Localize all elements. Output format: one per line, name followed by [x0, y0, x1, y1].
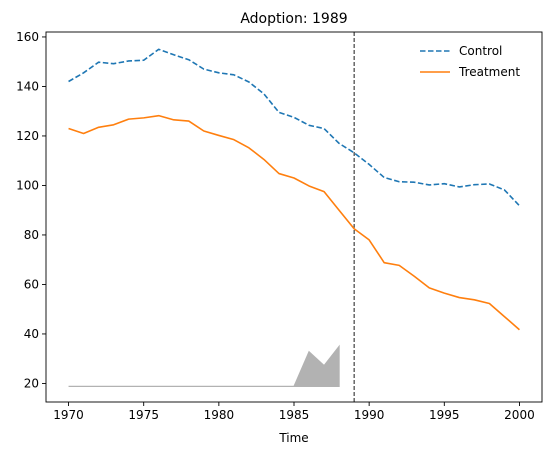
y-tick-label: 20 [24, 376, 39, 390]
x-tick-label: 1990 [354, 408, 385, 422]
legend-label-treatment: Treatment [458, 65, 520, 79]
y-tick-label: 100 [16, 178, 39, 192]
x-tick-label: 1995 [429, 408, 460, 422]
series-line-treatment [68, 114, 520, 331]
y-tick-label: 60 [24, 277, 39, 291]
x-axis: 1970 1975 1980 1985 1990 1995 2000 [53, 402, 535, 422]
series-line-control [68, 48, 521, 207]
x-tick-label: 1985 [279, 408, 310, 422]
x-axis-title: Time [278, 431, 308, 445]
y-tick-label: 80 [24, 228, 39, 242]
y-tick-label: 120 [16, 129, 39, 143]
axes-frame [45, 31, 543, 403]
y-tick-label: 40 [24, 327, 39, 341]
legend-label-control: Control [459, 44, 502, 58]
y-tick-label: 160 [16, 30, 39, 44]
x-tick-label: 1970 [53, 408, 84, 422]
chart-title: Adoption: 1989 [240, 11, 347, 27]
shaded-band [68, 344, 340, 388]
x-tick-label: 1975 [128, 408, 159, 422]
y-axis: 20 40 60 80 100 120 140 160 [16, 30, 46, 390]
y-tick-label: 140 [16, 79, 39, 93]
x-tick-label: 2000 [504, 408, 535, 422]
x-tick-label: 1980 [204, 408, 235, 422]
plot-area [68, 32, 521, 402]
legend: Control Treatment [420, 44, 520, 79]
